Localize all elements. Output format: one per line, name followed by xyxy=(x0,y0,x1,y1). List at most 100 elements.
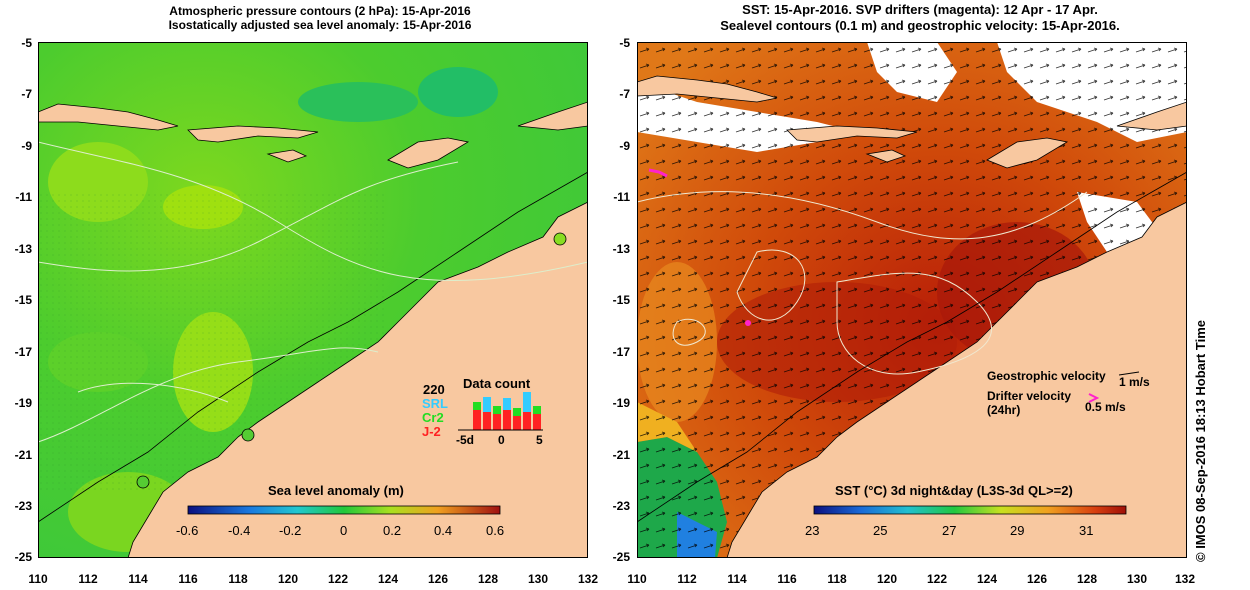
x-tick: 120 xyxy=(277,572,299,586)
count-bar-srl xyxy=(523,392,531,412)
sealevel-contour xyxy=(672,318,706,346)
y-tick: -25 xyxy=(612,550,630,564)
drifter-label-2: (24hr) xyxy=(987,403,1020,417)
mission-cr2: Cr2 xyxy=(422,410,444,425)
count-bar-j2 xyxy=(503,410,511,430)
x-tick: 130 xyxy=(1126,572,1148,586)
x-tick: 130 xyxy=(527,572,549,586)
drifter-label-1: Drifter velocity xyxy=(987,389,1071,403)
x-tick: 114 xyxy=(128,572,148,586)
x-tick: 128 xyxy=(1076,572,1098,586)
land-flores-east xyxy=(1116,101,1187,131)
sla-cb-tick: 0.2 xyxy=(383,523,401,538)
right-title-line2: Sealevel contours (0.1 m) and geostrophi… xyxy=(720,18,1120,33)
sst-colorbar-ticks: 23 25 27 29 31 xyxy=(805,523,1093,538)
y-tick: -21 xyxy=(14,448,32,462)
x-tick: 116 xyxy=(178,572,198,586)
x-tick: 112 xyxy=(677,572,697,586)
count-bar-cr2 xyxy=(473,402,481,410)
geostrophic-label: Geostrophic velocity xyxy=(987,369,1106,383)
count-bar-j2 xyxy=(533,414,541,430)
y-tick: -19 xyxy=(612,396,630,410)
x-tick: 128 xyxy=(477,572,499,586)
sla-cb-tick: 0 xyxy=(340,523,347,538)
left-title-line2: Isostatically adjusted sea level anomaly… xyxy=(168,18,472,32)
y-tick: -17 xyxy=(612,345,630,359)
data-count-inset: 220 Data count SRL Cr2 J-2 -5d 0 5 xyxy=(422,376,543,447)
y-tick: -21 xyxy=(612,448,630,462)
x-tick: 118 xyxy=(228,572,248,586)
x-tick: 126 xyxy=(427,572,449,586)
depth-contour xyxy=(38,171,588,523)
sla-cb-tick: -0.2 xyxy=(279,523,301,538)
y-tick: -11 xyxy=(15,190,32,204)
left-panel-title: Atmospheric pressure contours (2 hPa): 1… xyxy=(90,4,550,32)
tide-gauge xyxy=(241,428,255,442)
sealevel-contour xyxy=(836,272,992,375)
right-title-line1: SST: 15-Apr-2016. SVP drifters (magenta)… xyxy=(742,2,1098,17)
sla-cb-tick: 0.4 xyxy=(434,523,452,538)
y-tick: -13 xyxy=(612,242,630,256)
count-title: Data count xyxy=(463,376,531,391)
sla-cb-tick: -0.6 xyxy=(176,523,198,538)
count-tick: -5d xyxy=(456,433,474,447)
x-tick: 124 xyxy=(377,572,399,586)
count-bar-j2 xyxy=(513,416,521,430)
pressure-contour xyxy=(38,161,459,272)
y-tick: -15 xyxy=(14,293,32,307)
land-flores-east xyxy=(517,101,588,131)
y-tick: -5 xyxy=(619,36,630,50)
tide-gauge xyxy=(553,232,567,246)
y-tick: -13 xyxy=(14,242,32,256)
count-tick: 5 xyxy=(536,433,543,447)
y-tick: -17 xyxy=(14,345,32,359)
pressure-contour xyxy=(77,382,229,403)
drifter-position xyxy=(745,320,751,326)
y-tick: -7 xyxy=(619,87,630,101)
sla-cb-tick: -0.4 xyxy=(228,523,250,538)
y-tick: -23 xyxy=(14,499,32,513)
x-tick: 132 xyxy=(577,572,599,586)
count-bar-j2 xyxy=(493,414,501,430)
land-java xyxy=(637,75,778,103)
count-bar-cr2 xyxy=(513,408,521,416)
count-total: 220 xyxy=(423,382,445,397)
land-islands xyxy=(187,125,319,143)
copyright-footer: © IMOS 08-Sep-2016 18:13 Hobart Time xyxy=(1193,320,1208,562)
right-map: Geostrophic velocity 1 m/s Drifter veloc… xyxy=(637,42,1187,558)
x-tick: 118 xyxy=(827,572,847,586)
x-tick: 114 xyxy=(727,572,747,586)
mission-j2: J-2 xyxy=(422,424,441,439)
left-title-line1: Atmospheric pressure contours (2 hPa): 1… xyxy=(169,4,471,18)
y-tick: -19 xyxy=(14,396,32,410)
count-bar-j2 xyxy=(483,412,491,430)
drifter-track xyxy=(648,168,668,178)
count-bar-j2 xyxy=(523,412,531,430)
land-java xyxy=(38,103,179,131)
sla-patch xyxy=(418,67,498,117)
geostrophic-scale-arrow xyxy=(1118,371,1140,376)
right-panel-title: SST: 15-Apr-2016. SVP drifters (magenta)… xyxy=(660,2,1180,34)
sst-cb-tick: 29 xyxy=(1010,523,1024,538)
x-tick: 122 xyxy=(327,572,349,586)
sla-colorbar-ticks: -0.6 -0.4 -0.2 0 0.2 0.4 0.6 xyxy=(176,523,504,538)
sst-cb-tick: 23 xyxy=(805,523,819,538)
count-bar-cr2 xyxy=(493,406,501,414)
x-tick: 110 xyxy=(627,572,647,586)
x-tick: 110 xyxy=(28,572,48,586)
depth-contour xyxy=(637,171,1187,523)
count-bar-srl xyxy=(483,397,491,412)
y-tick: -9 xyxy=(21,139,32,153)
sst-cb-tick: 27 xyxy=(942,523,956,538)
pressure-contour xyxy=(38,347,379,443)
geostrophic-scale: 1 m/s xyxy=(1119,375,1150,389)
pressure-contour xyxy=(38,141,588,282)
count-bar-cr2 xyxy=(533,406,541,414)
left-map-frame xyxy=(38,42,588,558)
x-tick: 122 xyxy=(926,572,948,586)
y-tick: -25 xyxy=(14,550,32,564)
sla-patch xyxy=(298,82,418,122)
land-timor xyxy=(387,137,470,169)
sst-cb-tick: 31 xyxy=(1079,523,1093,538)
sst-cb-tick: 25 xyxy=(873,523,887,538)
